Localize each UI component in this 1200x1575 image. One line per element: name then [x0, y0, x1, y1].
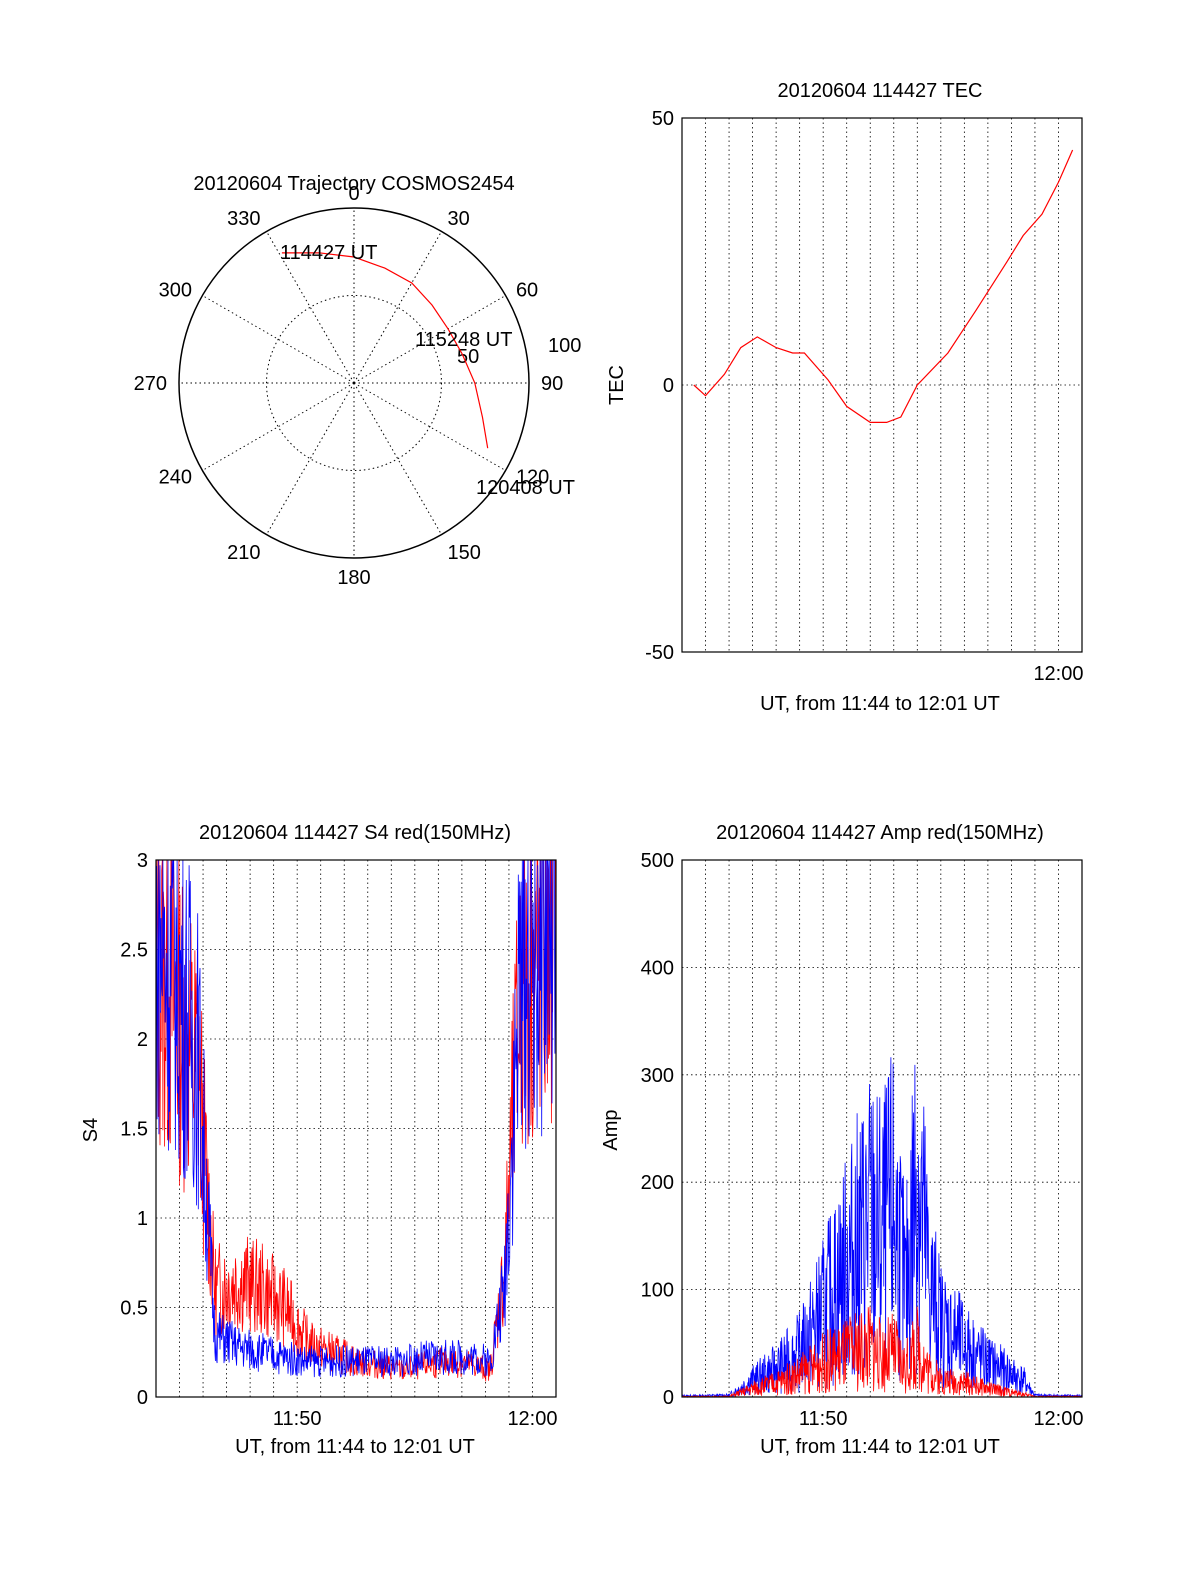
polar-grid [179, 208, 529, 558]
plot-frame [155, 859, 557, 1398]
polar-azimuth-label: 120 [516, 467, 549, 489]
trajectory-polar-chart: 20120604 Trajectory COSMOS2454 0 30 60 90 12… [134, 173, 582, 589]
x-tick-label: 12:00 [507, 1408, 557, 1430]
y-tick-label: 300 [641, 1065, 674, 1087]
amp-ylabel: Amp [600, 1109, 622, 1150]
y-tick-label: 1 [137, 1208, 148, 1230]
polar-azimuth-label: 30 [448, 208, 470, 230]
series-line [681, 1057, 1083, 1399]
polar-azimuth-label: 60 [516, 280, 538, 302]
polar-title: 20120604 Trajectory COSMOS2454 [193, 173, 514, 195]
y-tick-label: 100 [641, 1280, 674, 1302]
s4-ylabel: S4 [80, 1118, 102, 1142]
y-tick-label: 3 [137, 850, 148, 872]
polar-azimuth-label: 180 [337, 567, 370, 589]
polar-radial-label-50: 50 [457, 346, 479, 368]
y-tick-label: -50 [645, 642, 674, 664]
y-tick-label: 200 [641, 1172, 674, 1194]
trajectory-start-annotation: 114427 UT [280, 242, 377, 264]
polar-azimuth-label: 0 [348, 183, 359, 205]
amp-chart: 20120604 114427 Amp red(150MHz) Amp UT, … [600, 822, 1084, 1458]
y-tick-label: 0 [137, 1387, 148, 1409]
trajectory-track-series [281, 252, 489, 449]
plot-frame [681, 859, 1083, 1398]
polar-outer-circle [178, 207, 530, 559]
x-tick-label: 12:00 [1033, 663, 1083, 685]
s4-title: 20120604 114427 S4 red(150MHz) [199, 822, 511, 844]
y-tick-label: 500 [641, 850, 674, 872]
series-line [155, 859, 557, 1382]
polar-azimuth-label: 90 [541, 373, 563, 395]
polar-radial-label-100: 100 [548, 335, 581, 357]
y-tick-label: 0 [663, 1387, 674, 1409]
x-tick-label: 12:00 [1033, 1408, 1083, 1430]
series-line [693, 149, 1074, 423]
y-tick-label: 2.5 [120, 940, 148, 962]
polar-azimuth-label: 270 [134, 373, 167, 395]
polar-azimuth-labels: 0 30 60 90 120 150 180 210 240 270 300 330 [134, 183, 564, 589]
plot-frame [681, 117, 1083, 653]
tec-xlabel: UT, from 11:44 to 12:01 UT [760, 693, 1000, 715]
series-line [155, 859, 557, 1378]
polar-grid-ring [266, 295, 442, 471]
x-tick-label: 11:50 [273, 1408, 322, 1430]
polar-azimuth-label: 210 [227, 542, 260, 564]
polar-azimuth-label: 150 [448, 542, 481, 564]
tec-ylabel: TEC [606, 365, 628, 405]
trajectory-end-annotation: 120408 UT [476, 477, 575, 499]
y-tick-label: 50 [652, 108, 674, 130]
polar-azimuth-label: 240 [159, 467, 192, 489]
trajectory-mid-annotation: 115248 UT [415, 329, 512, 351]
amp-title: 20120604 114427 Amp red(150MHz) [716, 822, 1044, 844]
y-tick-label: 0 [663, 375, 674, 397]
amp-xlabel: UT, from 11:44 to 12:01 UT [760, 1436, 1000, 1458]
y-tick-label: 2 [137, 1029, 148, 1051]
y-tick-label: 0.5 [120, 1298, 148, 1320]
y-tick-label: 1.5 [120, 1119, 148, 1141]
polar-grid-spoke [202, 382, 355, 471]
polar-grid-spoke [266, 382, 355, 535]
polar-azimuth-label: 300 [159, 280, 192, 302]
polar-azimuth-label: 330 [227, 208, 260, 230]
s4-xlabel: UT, from 11:44 to 12:01 UT [235, 1436, 475, 1458]
series-line [682, 1306, 1083, 1398]
x-tick-label: 11:50 [799, 1408, 848, 1430]
tec-title: 20120604 114427 TEC [778, 80, 983, 102]
tec-chart: 20120604 114427 TEC TEC UT, from 11:44 t… [606, 80, 1084, 715]
s4-chart: 20120604 114427 S4 red(150MHz) S4 UT, fr… [80, 822, 558, 1458]
y-tick-label: 400 [641, 957, 674, 979]
